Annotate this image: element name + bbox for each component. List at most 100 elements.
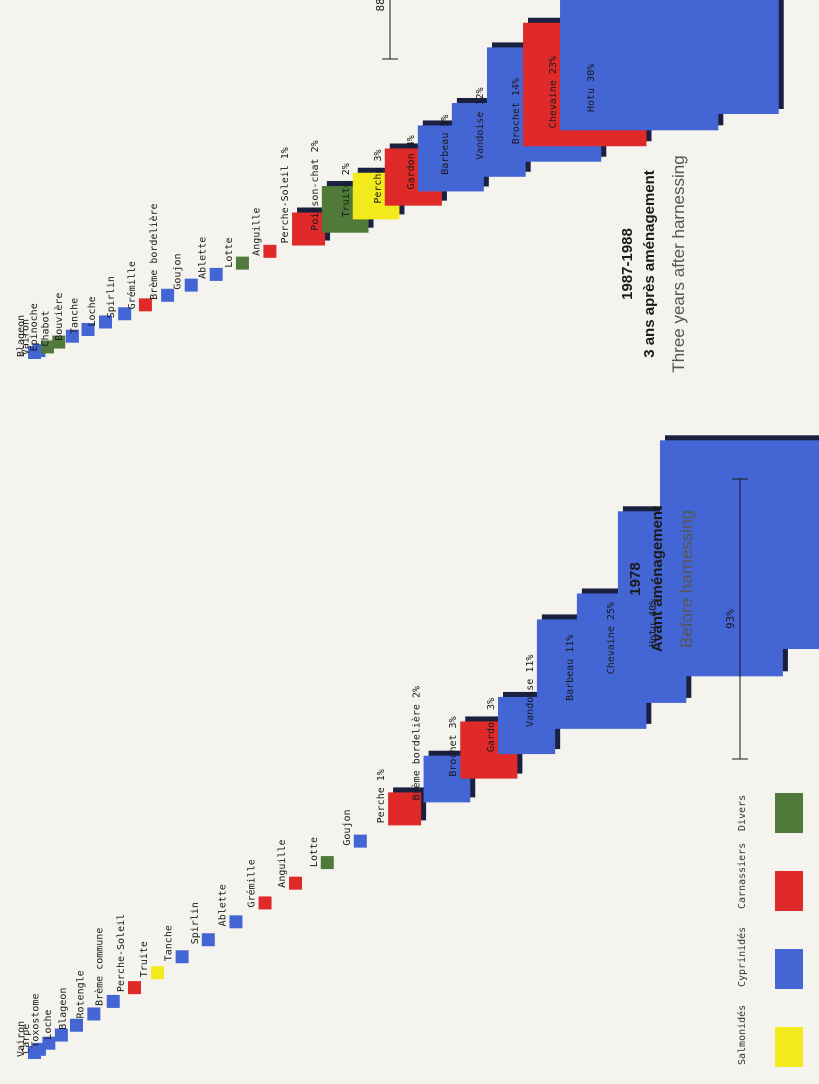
legend-label: Salmonidés (736, 1005, 748, 1065)
species-label: Epinoche (29, 303, 40, 351)
species-label: Brème bordelière 2% (411, 686, 423, 800)
species-label: Truite 2% (341, 163, 352, 217)
species-label: Bouvière (53, 293, 65, 341)
legend-label: Cyprinidés (736, 927, 748, 987)
species-square (289, 876, 303, 890)
species-label: Tanche (70, 298, 81, 334)
species-label: Spirlin (106, 276, 117, 318)
species-label: Ablette (198, 237, 209, 279)
species-square (353, 834, 367, 848)
species-label: Perche-Soleil 1% (280, 147, 291, 243)
species-label: Truite (139, 941, 150, 977)
species-label: Lotte (309, 837, 320, 867)
panel-title: 3 ans après aménagement (641, 170, 658, 358)
species-label: Carpe (21, 1024, 32, 1054)
species-square (69, 1018, 83, 1032)
species-label: Blageon (16, 315, 27, 357)
species-label: Goujon (342, 810, 353, 846)
legend-swatch (775, 793, 803, 833)
species-square (184, 278, 198, 292)
species-square (150, 966, 164, 980)
species-label: Chevaine 25% (606, 602, 617, 674)
species-label: Hotu 40% (648, 599, 659, 647)
species-label: Brochet 3% (448, 716, 459, 776)
species-label: Tanche (164, 925, 175, 961)
legend: Salmonidés Cyprinidés Carnassiers Divers (736, 793, 803, 1067)
species-label: Rotengle (75, 970, 86, 1018)
species-square (138, 298, 152, 312)
species-square (54, 1028, 68, 1042)
species-label: Poisson-chat 2% (310, 140, 321, 230)
species-label: Barbeau 11% (565, 635, 576, 701)
species-label: Perche-Soleil (116, 914, 127, 992)
species-label: Loche (43, 1009, 54, 1039)
legend-swatch (775, 871, 803, 911)
species-label: Chevaine 23% (548, 56, 559, 128)
species-label: Vandoise 12% (475, 87, 486, 159)
species-label: Vandoise 11% (525, 655, 536, 727)
species-square (81, 322, 95, 336)
species-label: Perche 3% (373, 149, 384, 203)
species-square (229, 915, 243, 929)
species-label: Vairon (16, 1021, 27, 1057)
legend-swatch (775, 949, 803, 989)
species-label: Spirlin (190, 902, 201, 944)
species-label: Lotte (224, 238, 235, 268)
species-square (263, 244, 277, 258)
species-square (118, 307, 132, 321)
species-label: Perche 1% (376, 769, 387, 823)
species-label: Grémille (126, 261, 138, 309)
legend-label: Carnassiers (737, 843, 748, 909)
species-label: Loche (87, 296, 98, 326)
species-square (660, 440, 819, 649)
species-label: Gardon 4% (406, 135, 417, 189)
species-label: Goujon (173, 254, 184, 290)
species-square (201, 933, 215, 947)
species-square (175, 950, 189, 964)
species-square (65, 329, 79, 343)
species-label: Barbeau 5% (440, 115, 451, 175)
species-square (40, 340, 54, 354)
legend-swatch (775, 1027, 803, 1067)
species-square (99, 315, 113, 329)
panel-subtitle: Before harnessing (677, 510, 696, 648)
species-label: Toxostome (30, 994, 41, 1048)
species-square (106, 994, 120, 1008)
period-label: 1987-1988 (619, 228, 636, 300)
species-square (161, 288, 175, 302)
panel-title: Avant aménagement (649, 506, 666, 652)
species-square (52, 335, 66, 349)
species-label: Ablette (217, 884, 228, 926)
species-square (42, 1036, 56, 1050)
bracket-label: 88% (374, 0, 387, 11)
species-label: Anguille (251, 208, 262, 256)
species-label: Vairon (20, 319, 31, 355)
species-label: Anguille (277, 840, 288, 888)
species-square (388, 792, 422, 826)
species-square (235, 256, 249, 270)
species-label: Grémille (246, 859, 258, 907)
species-square (292, 212, 326, 246)
species-square (127, 981, 141, 995)
panel-subtitle: Three years after harnessing (669, 155, 688, 372)
species-square (258, 896, 272, 910)
bracket-label: 93% (724, 609, 737, 629)
species-label: Brochet 14% (511, 78, 522, 144)
species-label: Chabot (40, 310, 51, 346)
species-label: Brème bordelière (148, 203, 160, 299)
species-label: Gardon 3% (486, 698, 497, 752)
species-square (423, 755, 471, 803)
species-square (209, 267, 223, 281)
period-label: 1978 (627, 562, 644, 595)
species-square (598, 0, 779, 114)
species-square (87, 1007, 101, 1021)
species-label: Blageon (58, 988, 69, 1030)
legend-label: Divers (737, 795, 748, 831)
species-label: Hotu 30% (586, 64, 597, 112)
species-square (320, 856, 334, 870)
species-label: Brème commune (94, 928, 106, 1006)
